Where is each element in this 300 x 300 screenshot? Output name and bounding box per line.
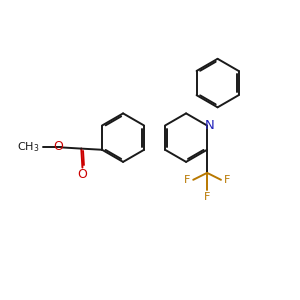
Text: F: F xyxy=(204,192,210,202)
Text: F: F xyxy=(184,175,190,185)
Text: CH$_3$: CH$_3$ xyxy=(17,141,39,154)
Text: O: O xyxy=(77,167,87,181)
Text: F: F xyxy=(224,175,230,185)
Text: N: N xyxy=(205,119,215,132)
Text: O: O xyxy=(53,140,63,154)
